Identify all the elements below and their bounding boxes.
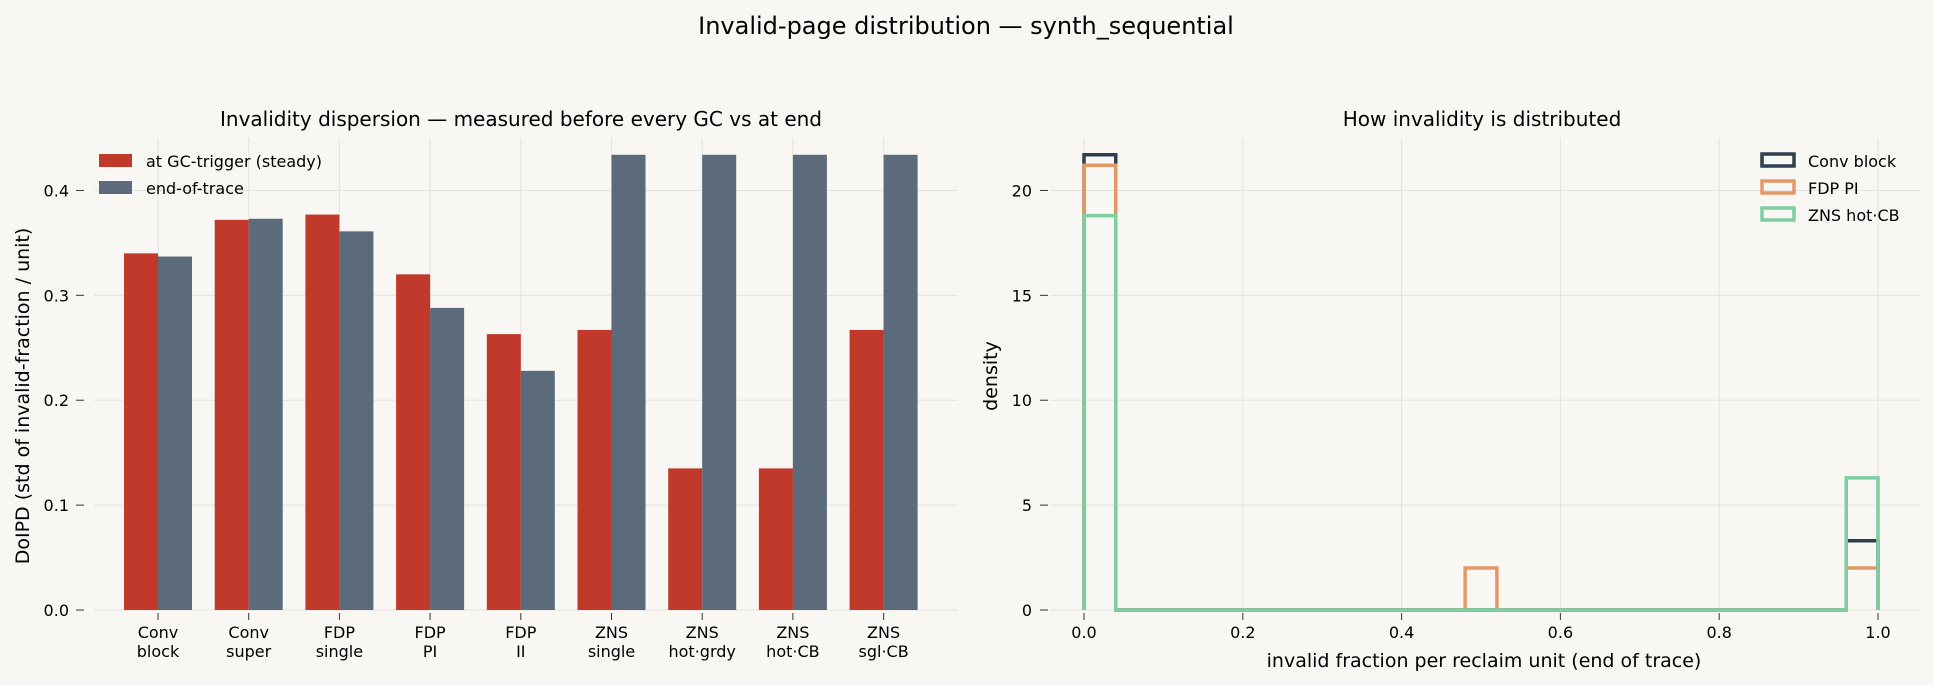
y-tick-label: 0.1 <box>44 496 69 515</box>
x-tick-label: 1.0 <box>1865 623 1890 642</box>
x-tick-label: FDP <box>505 623 537 642</box>
histogram-step-line <box>1082 163 1880 612</box>
x-tick-label: ZNS <box>595 623 628 642</box>
x-tick-label: 0.6 <box>1548 623 1573 642</box>
legend-label-zns-hot-cb: ZNS hot·CB <box>1808 206 1900 225</box>
bar-end-of-trace <box>248 218 283 610</box>
legend-label-end-of-trace: end-of-trace <box>146 179 244 198</box>
legend-swatch-zns-hot-cb <box>1760 206 1796 222</box>
bar-end-of-trace <box>702 154 737 610</box>
legend-label-conv-block: Conv block <box>1808 152 1897 171</box>
bar-gc-trigger <box>396 274 431 610</box>
bar-chart-ylabel: DoIPD (std of invalid-fraction / unit) <box>12 228 34 565</box>
x-tick-label: ZNS <box>867 623 900 642</box>
x-tick-label: block <box>137 642 180 661</box>
histogram-title: How invalidity is distributed <box>1343 107 1622 131</box>
bar-gc-trigger <box>214 219 249 610</box>
y-tick-label: 0.3 <box>44 286 69 305</box>
bar-gc-trigger <box>668 468 703 610</box>
bar-gc-trigger <box>305 214 340 610</box>
bar-chart-title: Invalidity dispersion — measured before … <box>220 107 822 131</box>
bar-chart-legend: at GC-trigger (steady) end-of-trace <box>99 152 322 198</box>
x-tick-label: PI <box>423 642 437 661</box>
y-tick-label: 20 <box>1012 181 1032 200</box>
y-tick-label: 5 <box>1022 496 1032 515</box>
bar-end-of-trace <box>611 154 646 610</box>
y-tick-label: 0.0 <box>44 601 69 620</box>
y-tick-label: 0.4 <box>44 181 69 200</box>
x-tick-label: super <box>226 642 271 661</box>
bar-end-of-trace <box>520 370 555 610</box>
histogram-chart: How invalidity is distributed density in… <box>980 107 1920 672</box>
histogram-step-line <box>1082 213 1880 612</box>
x-tick-label: FDP <box>415 623 447 642</box>
histogram-ylabel: density <box>980 341 1002 411</box>
x-tick-label: hot·CB <box>766 642 819 661</box>
x-tick-label: FDP <box>324 623 356 642</box>
legend-swatch-fdp-pi <box>1760 179 1796 195</box>
x-tick-label: 0.2 <box>1230 623 1255 642</box>
legend-swatch-conv-block <box>1760 152 1796 168</box>
bar-end-of-trace <box>339 231 374 610</box>
x-tick-label: II <box>516 642 525 661</box>
bar-chart-yticks: 0.0 0.1 0.2 0.3 0.4 <box>44 181 84 620</box>
bar-gc-trigger <box>577 329 612 610</box>
x-tick-label: single <box>588 642 635 661</box>
y-tick-label: 0.2 <box>44 391 69 410</box>
bar-chart: Invalidity dispersion — measured before … <box>12 107 958 661</box>
bar-gc-trigger <box>486 334 521 610</box>
y-tick-label: 0 <box>1022 601 1032 620</box>
legend-label-gc-trigger: at GC-trigger (steady) <box>146 152 322 171</box>
x-tick-label: Conv <box>228 623 269 642</box>
legend-swatch-gc-trigger <box>99 154 132 167</box>
x-tick-label: 0.0 <box>1071 623 1096 642</box>
bar-chart-bars <box>124 154 918 610</box>
histogram-xlabel: invalid fraction per reclaim unit (end o… <box>1267 650 1702 672</box>
y-tick-label: 10 <box>1012 391 1032 410</box>
histogram-xticks: 0.0 0.2 0.4 0.6 0.8 1.0 <box>1071 613 1891 642</box>
x-tick-label: sgl·CB <box>859 642 909 661</box>
histogram-yticks: 0 5 10 15 20 <box>1012 181 1048 620</box>
x-tick-label: 0.8 <box>1706 623 1731 642</box>
histogram-legend: Conv block FDP PI ZNS hot·CB <box>1760 152 1900 225</box>
bar-end-of-trace <box>883 154 918 610</box>
x-tick-label: ZNS <box>686 623 719 642</box>
x-tick-label: 0.4 <box>1389 623 1414 642</box>
x-tick-label: Conv <box>138 623 179 642</box>
bar-end-of-trace <box>430 307 465 610</box>
histogram-step-line <box>1082 153 1880 612</box>
legend-swatch-end-of-trace <box>99 181 132 194</box>
bar-end-of-trace <box>158 256 192 610</box>
legend-label-fdp-pi: FDP PI <box>1808 179 1859 198</box>
x-tick-label: hot·grdy <box>669 642 736 661</box>
bar-gc-trigger <box>758 468 793 610</box>
x-tick-label: single <box>316 642 363 661</box>
figure-suptitle: Invalid-page distribution — synth_sequen… <box>698 12 1234 40</box>
y-tick-label: 15 <box>1012 286 1032 305</box>
bar-gc-trigger <box>124 253 158 610</box>
bar-end-of-trace <box>792 154 827 610</box>
bar-chart-xticks: ConvblockConvsuperFDPsingleFDPPIFDPIIZNS… <box>137 613 909 661</box>
x-tick-label: ZNS <box>776 623 809 642</box>
bar-gc-trigger <box>849 329 884 610</box>
histogram-steps <box>1082 153 1880 612</box>
